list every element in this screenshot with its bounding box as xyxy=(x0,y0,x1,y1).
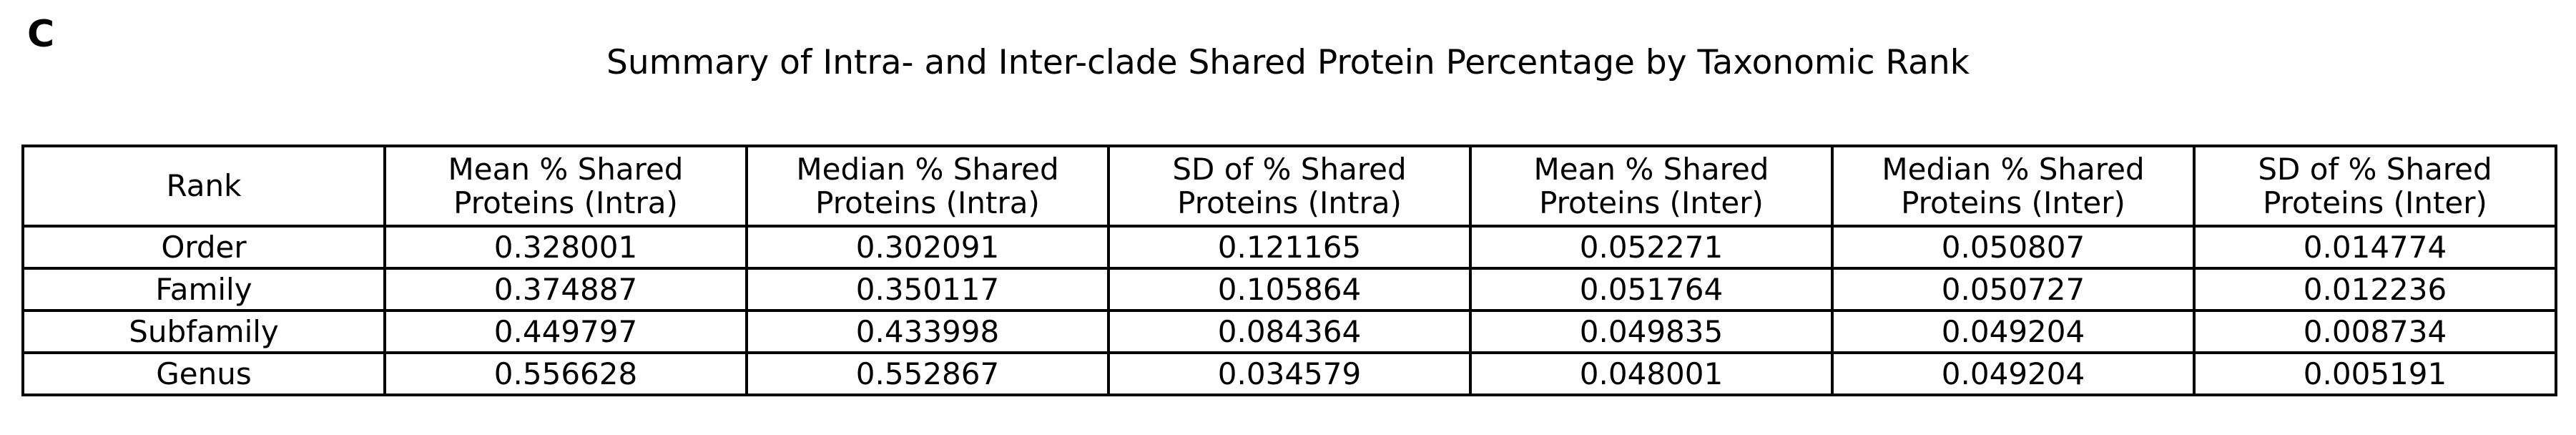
column-header-median-inter: Median % Shared Proteins (Inter) xyxy=(1831,145,2196,228)
column-header-sd-intra: SD of % Shared Proteins (Intra) xyxy=(1107,145,1472,228)
table-row: Genus 0.556628 0.552867 0.034579 0.04800… xyxy=(21,351,2557,396)
row-label-cell: Order xyxy=(21,225,386,270)
table-cell: 0.433998 xyxy=(745,309,1110,354)
row-label-cell: Genus xyxy=(21,351,386,396)
table-cell: 0.374887 xyxy=(383,267,748,312)
column-header-sd-inter: SD of % Shared Proteins (Inter) xyxy=(2193,145,2557,228)
table-cell: 0.049204 xyxy=(1831,351,2196,396)
table-cell: 0.049835 xyxy=(1469,309,1834,354)
table-cell: 0.328001 xyxy=(383,225,748,270)
table-cell: 0.084364 xyxy=(1107,309,1472,354)
table-cell: 0.449797 xyxy=(383,309,748,354)
table-cell: 0.552867 xyxy=(745,351,1110,396)
column-header-rank: Rank xyxy=(21,145,386,228)
table-cell: 0.012236 xyxy=(2193,267,2557,312)
table-cell: 0.556628 xyxy=(383,351,748,396)
table-cell: 0.051764 xyxy=(1469,267,1834,312)
table-cell: 0.050727 xyxy=(1831,267,2196,312)
table-cell: 0.121165 xyxy=(1107,225,1472,270)
column-header-mean-inter: Mean % Shared Proteins (Inter) xyxy=(1469,145,1834,228)
table-cell: 0.105864 xyxy=(1107,267,1472,312)
column-header-median-intra: Median % Shared Proteins (Intra) xyxy=(745,145,1110,228)
table-cell: 0.048001 xyxy=(1469,351,1834,396)
chart-title: Summary of Intra- and Inter-clade Shared… xyxy=(606,43,1970,82)
row-label-cell: Family xyxy=(21,267,386,312)
row-label-cell: Subfamily xyxy=(21,309,386,354)
table-row: Order 0.328001 0.302091 0.121165 0.05227… xyxy=(21,225,2557,270)
panel-label: C xyxy=(27,13,55,56)
table-cell: 0.034579 xyxy=(1107,351,1472,396)
table-cell: 0.302091 xyxy=(745,225,1110,270)
table-row: Subfamily 0.449797 0.433998 0.084364 0.0… xyxy=(21,309,2557,354)
summary-table: Rank Mean % Shared Proteins (Intra) Medi… xyxy=(21,145,2557,396)
table-cell: 0.008734 xyxy=(2193,309,2557,354)
table-cell: 0.049204 xyxy=(1831,309,2196,354)
table-row: Family 0.374887 0.350117 0.105864 0.0517… xyxy=(21,267,2557,312)
table-cell: 0.005191 xyxy=(2193,351,2557,396)
table-cell: 0.350117 xyxy=(745,267,1110,312)
header-row: Rank Mean % Shared Proteins (Intra) Medi… xyxy=(21,145,2557,228)
table-cell: 0.050807 xyxy=(1831,225,2196,270)
table-cell: 0.014774 xyxy=(2193,225,2557,270)
column-header-mean-intra: Mean % Shared Proteins (Intra) xyxy=(383,145,748,228)
table-cell: 0.052271 xyxy=(1469,225,1834,270)
